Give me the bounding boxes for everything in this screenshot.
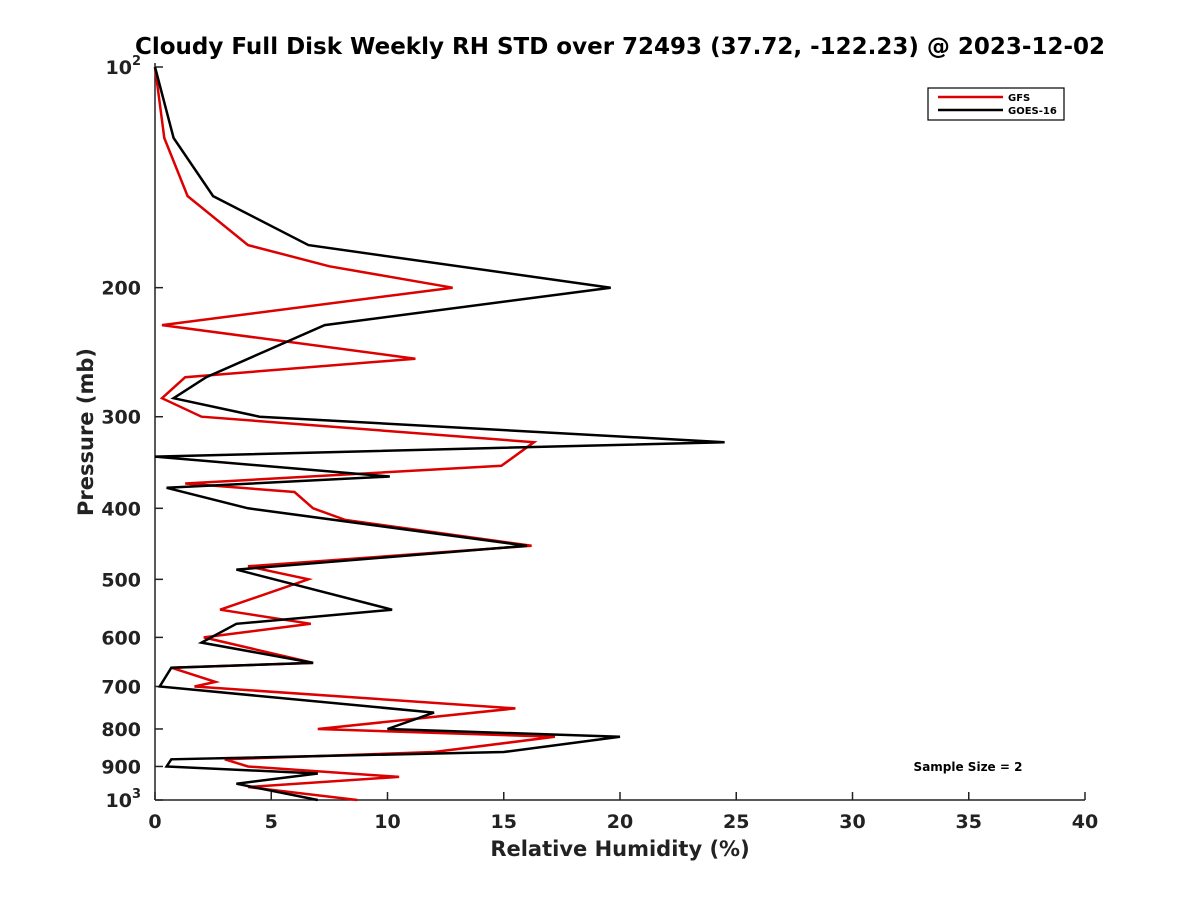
legend-label-gfs: GFS — [1008, 93, 1030, 104]
sample-size-annotation: Sample Size = 2 — [914, 760, 1023, 774]
x-tick-label: 5 — [265, 811, 278, 833]
x-axis-ticks: 0 5 10 15 20 25 30 35 40 — [148, 792, 1098, 833]
x-tick-label: 35 — [956, 811, 982, 833]
x-tick-label: 40 — [1072, 811, 1098, 833]
y-tick-label: 700 — [101, 676, 141, 698]
x-tick-label: 10 — [374, 811, 400, 833]
series-line-gfs — [153, 66, 556, 802]
x-tick-label: 20 — [607, 811, 633, 833]
x-tick-label: 25 — [723, 811, 749, 833]
series-lines — [153, 66, 725, 802]
x-axis-label: Relative Humidity (%) — [490, 837, 749, 861]
plot-area: 0 5 10 15 20 25 30 35 40 102 200 300 400 500 600 700 80… — [101, 54, 1098, 833]
legend-box — [927, 87, 1065, 121]
x-tick-label: 30 — [839, 811, 865, 833]
y-tick-label: 200 — [101, 278, 141, 300]
x-tick-label: 0 — [148, 811, 161, 833]
y-tick-label: 103 — [106, 787, 142, 812]
y-tick-label: 300 — [101, 407, 141, 429]
y-tick-label: 900 — [101, 756, 141, 778]
legend-label-goes16: GOES-16 — [1008, 106, 1057, 117]
series-line-goes16 — [153, 66, 725, 802]
y-tick-label: 400 — [101, 498, 141, 520]
y-tick-label: 800 — [101, 719, 141, 741]
y-axis-ticks: 102 200 300 400 500 600 700 800 900 103 — [101, 54, 163, 812]
chart-title: Cloudy Full Disk Weekly RH STD over 7249… — [135, 34, 1105, 60]
y-axis-label: Pressure (mb) — [74, 348, 98, 516]
y-tick-label: 600 — [101, 627, 141, 649]
y-tick-label: 102 — [106, 54, 142, 79]
legend: GFS GOES-16 — [927, 87, 1065, 121]
y-tick-label: 500 — [101, 569, 141, 591]
x-tick-label: 15 — [491, 811, 517, 833]
